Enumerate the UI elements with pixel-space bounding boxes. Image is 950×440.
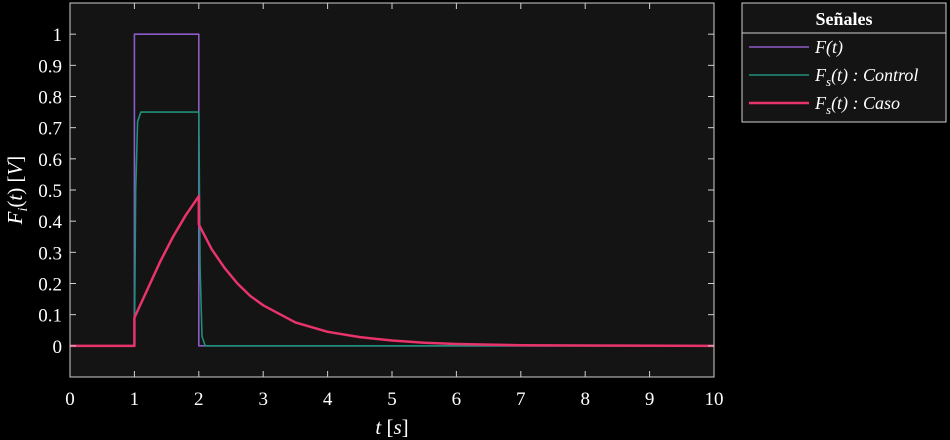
y-tick-label: 0.2 <box>38 275 62 296</box>
legend-entry-rest: (t) : Caso <box>831 93 900 114</box>
y-tick-label: 0.4 <box>38 212 62 233</box>
y-tick-label: 0.9 <box>38 56 62 77</box>
legend-entry-1: Fs(t) : Control <box>814 65 918 89</box>
y-axis-label-sub: i <box>16 207 31 211</box>
y-axis-label-t: t <box>3 194 27 201</box>
series-line-1 <box>70 111 714 347</box>
x-tick-label: 3 <box>258 389 268 410</box>
x-tick-label: 5 <box>387 389 397 410</box>
y-axis-label-F: F <box>3 211 27 225</box>
x-axis-label-unit-s: s <box>393 415 401 439</box>
x-tick-label: 10 <box>705 389 724 410</box>
legend-entry-main: F <box>814 65 827 85</box>
y-tick-label: 0.8 <box>38 88 62 109</box>
y-axis-label-end: ] <box>3 156 27 163</box>
legend-title: Señales <box>815 9 872 29</box>
legend-entry-sub: s <box>826 102 831 117</box>
y-tick-label: 0.7 <box>38 119 62 140</box>
y-tick-label: 0.3 <box>38 243 62 264</box>
legend-entry-0: F(t) <box>814 37 843 58</box>
y-tick-label: 0 <box>53 337 63 358</box>
y-axis-label-rest: ( <box>3 201 27 208</box>
y-tick-label: 1 <box>53 25 63 46</box>
x-axis-label: t [s] <box>375 415 408 439</box>
y-tick-label: 0.6 <box>38 150 62 171</box>
x-tick-label: 1 <box>130 389 140 410</box>
plot-background <box>70 3 714 377</box>
y-axis-label-close: ) [ <box>3 176 27 195</box>
legend-entry-sub: s <box>826 74 831 89</box>
y-axis-label: Fi(t) [V] <box>3 156 31 226</box>
legend-entry-main: F <box>814 37 827 57</box>
series-line-2 <box>70 194 715 348</box>
x-axis-label-unit: [ <box>381 415 393 439</box>
x-axis-label-var: t <box>375 415 382 439</box>
legend-entry-main: F <box>814 93 827 113</box>
x-tick-label: 2 <box>194 389 204 410</box>
x-tick-label: 0 <box>65 389 75 410</box>
series-layer <box>70 33 715 348</box>
legend-entry-2: Fs(t) : Caso <box>814 93 900 117</box>
x-tick-label: 4 <box>323 389 333 410</box>
legend-entry-rest: (t) <box>826 37 843 58</box>
y-tick-label: 0.5 <box>38 181 62 202</box>
y-tick-label: 0.1 <box>38 306 62 327</box>
x-tick-label: 8 <box>580 389 590 410</box>
x-tick-label: 6 <box>452 389 462 410</box>
tick-layer: 0 1 2 3 4 5 6 7 8 9 10 0 0.1 0.2 0.3 0.4 0.5 0.6 0.7 0.8 0.9… <box>38 3 724 410</box>
y-axis-label-V: V <box>3 161 27 176</box>
x-axis-label-unit-close: ] <box>402 415 409 439</box>
legend-entry-rest: (t) : Control <box>831 65 918 86</box>
x-tick-label: 7 <box>516 389 526 410</box>
x-tick-label: 9 <box>645 389 655 410</box>
